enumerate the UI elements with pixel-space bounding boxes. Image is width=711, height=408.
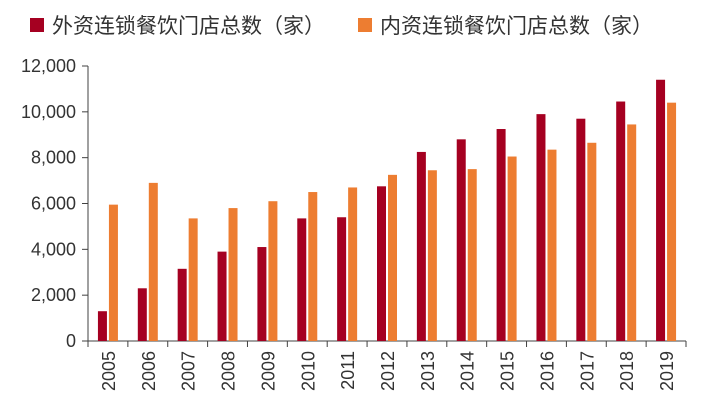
bar-domestic-2012 bbox=[388, 174, 397, 341]
bar-foreign-2006 bbox=[137, 288, 147, 341]
bar-foreign-2014 bbox=[456, 139, 466, 341]
y-tick-label: 10,000 bbox=[21, 102, 76, 122]
bar-foreign-2007 bbox=[177, 268, 187, 341]
legend-item-domestic: 内资连锁餐饮门店总数（家） bbox=[358, 10, 653, 40]
bar-domestic-2015 bbox=[507, 156, 517, 341]
x-tick-label: 2019 bbox=[657, 351, 677, 391]
bar-domestic-2017 bbox=[587, 142, 597, 341]
bar-foreign-2015 bbox=[496, 129, 506, 341]
bar-foreign-2005 bbox=[97, 311, 107, 341]
bar-domestic-2006 bbox=[148, 182, 158, 341]
bar-domestic-2014 bbox=[467, 169, 477, 341]
y-tick-label: 4,000 bbox=[31, 239, 76, 259]
x-tick-label: 2011 bbox=[338, 351, 358, 390]
bar-domestic-2010 bbox=[308, 192, 318, 341]
bar-foreign-2011 bbox=[337, 217, 347, 341]
bar-foreign-2019 bbox=[656, 79, 666, 341]
bar-foreign-2012 bbox=[377, 186, 386, 341]
bar-foreign-2017 bbox=[576, 118, 586, 341]
legend: 外资连锁餐饮门店总数（家） 内资连锁餐饮门店总数（家） bbox=[0, 10, 711, 40]
y-tick-label: 0 bbox=[66, 331, 76, 351]
x-tick-label: 2005 bbox=[99, 351, 119, 391]
bar-domestic-2019 bbox=[667, 102, 677, 342]
x-tick-label: 2010 bbox=[298, 351, 318, 391]
legend-item-foreign: 外资连锁餐饮门店总数（家） bbox=[30, 10, 325, 40]
bar-domestic-2013 bbox=[427, 170, 437, 341]
bar-domestic-2011 bbox=[348, 187, 358, 341]
x-tick-label: 2008 bbox=[219, 351, 239, 391]
legend-swatch-foreign bbox=[30, 18, 44, 32]
y-tick-label: 8,000 bbox=[31, 148, 76, 168]
bar-domestic-2008 bbox=[228, 208, 238, 341]
bar-foreign-2009 bbox=[257, 247, 267, 341]
legend-swatch-domestic bbox=[358, 18, 372, 32]
y-tick-label: 2,000 bbox=[31, 285, 76, 305]
bar-foreign-2016 bbox=[536, 114, 546, 341]
x-tick-label: 2013 bbox=[418, 351, 438, 391]
bar-foreign-2018 bbox=[616, 101, 626, 341]
y-tick-label: 6,000 bbox=[31, 194, 76, 214]
bar-domestic-2007 bbox=[188, 218, 198, 341]
bar-foreign-2008 bbox=[217, 251, 227, 341]
x-tick-label: 2009 bbox=[258, 351, 278, 391]
bar-domestic-2009 bbox=[268, 201, 278, 341]
x-tick-label: 2015 bbox=[498, 351, 518, 391]
y-tick-label: 12,000 bbox=[21, 56, 76, 76]
x-tick-label: 2018 bbox=[617, 351, 637, 391]
legend-label-domestic: 内资连锁餐饮门店总数（家） bbox=[380, 14, 653, 38]
bar-domestic-2005 bbox=[108, 204, 118, 341]
x-tick-label: 2016 bbox=[537, 351, 557, 391]
legend-label-foreign: 外资连锁餐饮门店总数（家） bbox=[52, 14, 325, 38]
bar-foreign-2010 bbox=[297, 218, 307, 341]
x-tick-label: 2012 bbox=[378, 351, 398, 391]
bar-foreign-2013 bbox=[416, 151, 426, 341]
x-tick-label: 2014 bbox=[458, 351, 478, 391]
bar-domestic-2016 bbox=[547, 149, 557, 341]
x-tick-label: 2017 bbox=[577, 351, 597, 391]
x-tick-label: 2007 bbox=[179, 351, 199, 391]
x-tick-label: 2006 bbox=[139, 351, 159, 391]
bar-domestic-2018 bbox=[627, 124, 637, 341]
